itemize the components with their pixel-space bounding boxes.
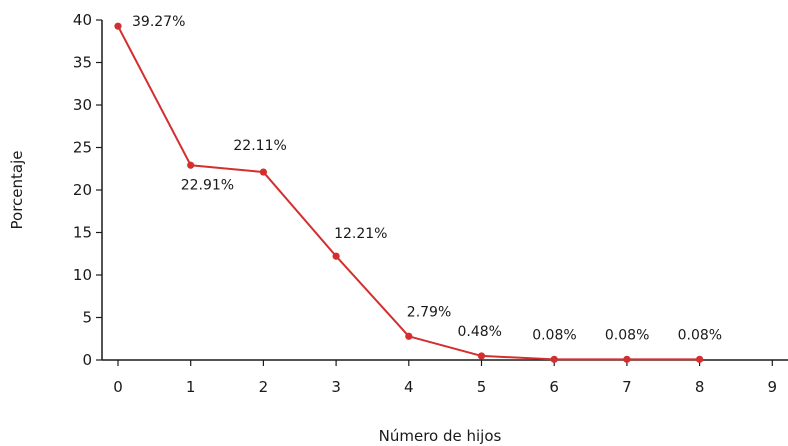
y-tick-label: 35 <box>73 54 92 72</box>
x-tick-label: 6 <box>549 378 559 396</box>
y-tick-label: 15 <box>73 224 92 242</box>
x-axis-title: Número de hijos <box>379 427 502 445</box>
x-tick-label: 9 <box>768 378 778 396</box>
data-label: 0.08% <box>605 327 649 343</box>
y-axis-title: Porcentaje <box>8 151 26 230</box>
data-labels: 39.27% 22.91% 22.11% 12.21% 2.79% 0.48% 0.08% 0… <box>132 14 722 343</box>
x-tick-label: 5 <box>477 378 487 396</box>
data-label: 22.11% <box>233 138 286 154</box>
data-point <box>259 168 267 176</box>
series-group <box>114 22 704 363</box>
data-point <box>696 355 704 363</box>
data-point <box>187 161 195 169</box>
y-ticks: 0 5 10 15 20 25 30 35 40 <box>73 11 102 369</box>
data-point <box>623 355 631 363</box>
x-tick-label: 8 <box>695 378 705 396</box>
y-tick-label: 10 <box>73 266 92 284</box>
data-label: 0.08% <box>678 327 722 343</box>
y-tick-label: 5 <box>82 309 92 327</box>
data-point <box>405 332 413 340</box>
y-tick-label: 25 <box>73 139 92 157</box>
y-tick-label: 0 <box>82 351 92 369</box>
data-label: 12.21% <box>334 226 387 242</box>
data-label: 2.79% <box>407 304 451 320</box>
y-tick-label: 30 <box>73 96 92 114</box>
y-tick-label: 20 <box>73 181 92 199</box>
data-point <box>332 252 340 260</box>
x-tick-label: 7 <box>622 378 632 396</box>
data-point <box>114 22 122 30</box>
data-label: 22.91% <box>181 177 234 193</box>
data-point <box>550 355 558 363</box>
data-label: 0.08% <box>532 327 576 343</box>
x-tick-label: 1 <box>186 378 196 396</box>
data-label: 0.48% <box>458 324 502 340</box>
y-tick-label: 40 <box>73 11 92 29</box>
x-tick-label: 2 <box>259 378 269 396</box>
x-ticks: 0 1 2 3 4 5 6 7 8 9 <box>113 360 777 396</box>
x-tick-label: 4 <box>404 378 414 396</box>
x-tick-label: 3 <box>331 378 341 396</box>
x-tick-label: 0 <box>113 378 123 396</box>
data-label: 39.27% <box>132 14 185 30</box>
data-point <box>477 352 486 360</box>
